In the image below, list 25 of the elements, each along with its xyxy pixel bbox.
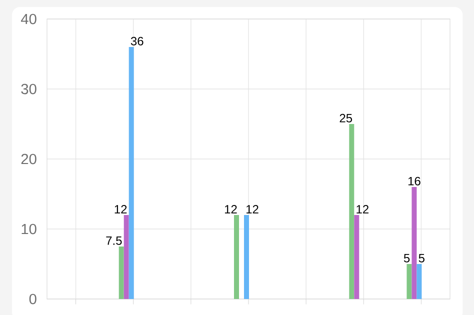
data-label: 16 (408, 176, 420, 186)
data-label: 5 (418, 254, 424, 262)
data-label: 36 (130, 36, 144, 46)
data-label: 12 (224, 205, 237, 214)
y-tick-label: 20 (21, 154, 36, 164)
y-tick-label: 30 (21, 84, 36, 94)
bar (124, 215, 129, 299)
bar (118, 246, 124, 299)
y-tick-label: 10 (22, 224, 36, 234)
bar (412, 187, 417, 299)
data-label: 12 (246, 205, 258, 214)
data-label: 5 (404, 254, 410, 262)
y-tick-label: 0 (29, 294, 36, 304)
data-label: 25 (340, 114, 352, 122)
data-label: 7.5 (106, 236, 122, 245)
bar (234, 215, 240, 299)
bar (128, 47, 134, 299)
bar (416, 264, 422, 299)
bar (349, 124, 354, 299)
y-tick-label: 40 (20, 14, 36, 24)
bar (354, 215, 360, 299)
data-label: 12 (114, 205, 127, 214)
data-label: 12 (356, 205, 368, 214)
bar (244, 215, 249, 299)
bar (406, 264, 412, 299)
